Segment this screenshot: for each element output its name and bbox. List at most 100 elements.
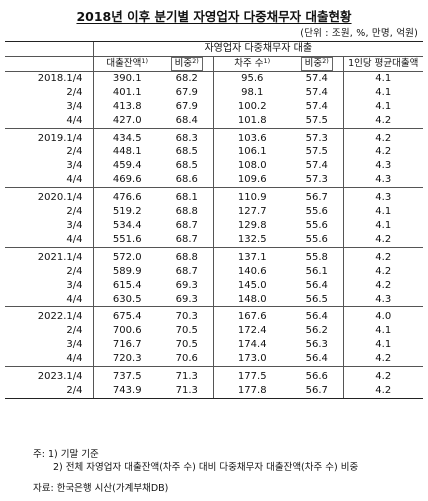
loan-share-cell: 67.9 — [175, 86, 198, 98]
quarter-cell: 2018.1/4 — [37, 72, 83, 84]
borrowers-share-cell: 57.4 — [305, 72, 328, 84]
borrowers-share-cell: 57.4 — [305, 160, 328, 172]
borrowers-cell: 137.1 — [212, 246, 291, 265]
table-row: 4/4 720.3 70.6 173.0 56.4 4.2 — [5, 352, 424, 367]
table-row: 3/4 615.4 69.3 145.0 56.4 4.2 — [5, 278, 424, 293]
loan-share-cell: 68.1 — [161, 187, 213, 206]
table-row: 2019.1/4 434.5 68.3 103.6 57.3 4.2 — [5, 127, 424, 146]
loan-balance-cell: 448.1 — [92, 145, 161, 160]
borrowers-share-cell: 55.6 — [305, 206, 328, 218]
borrowers-share-cell: 55.6 — [305, 219, 328, 231]
borrowers-cell: 100.2 — [212, 99, 291, 114]
borrowers-share-cell: 57.3 — [305, 174, 328, 186]
table-row: 3/4 459.4 68.5 108.0 57.4 4.3 — [5, 159, 424, 174]
borrowers-cell: 108.0 — [212, 159, 291, 174]
loan-balance-cell: 720.3 — [92, 352, 161, 367]
table-row: 4/4 630.5 69.3 148.0 56.5 4.3 — [5, 292, 424, 307]
loan-balance-cell: 434.5 — [92, 127, 161, 146]
loan-share-cell: 70.6 — [175, 353, 198, 365]
loan-share-cell: 68.8 — [161, 246, 213, 265]
loan-share-cell: 70.5 — [175, 325, 198, 337]
loan-share-cell: 70.3 — [161, 306, 213, 325]
borrowers-cell: 148.0 — [212, 292, 291, 307]
loan-share-cell: 68.5 — [175, 146, 198, 158]
header-borrowers: 차주 수1) — [212, 56, 291, 72]
loan-balance-cell: 427.0 — [92, 113, 161, 129]
table-row: 2/4 743.9 71.3 177.8 56.7 4.2 — [5, 383, 424, 399]
loan-balance-cell: 630.5 — [92, 292, 161, 307]
avg-loan-cell: 4.2 — [342, 278, 424, 293]
quarter-cell: 4/4 — [66, 174, 83, 186]
loan-share-cell: 70.5 — [175, 339, 198, 351]
borrowers-cell: 103.6 — [212, 127, 291, 146]
borrowers-share-cell: 55.8 — [291, 246, 343, 265]
loan-share-cell: 67.9 — [175, 100, 198, 112]
avg-loan-cell: 4.0 — [342, 306, 424, 325]
quarter-cell: 2/4 — [66, 146, 83, 158]
table-row: 2020.1/4 476.6 68.1 110.9 56.7 4.3 — [5, 187, 424, 206]
quarter-cell: 3/4 — [66, 219, 83, 231]
avg-loan-cell: 4.2 — [342, 145, 424, 160]
loan-balance-cell: 519.2 — [92, 205, 161, 219]
avg-loan-cell: 4.1 — [342, 85, 424, 100]
avg-loan-cell: 4.1 — [342, 324, 424, 339]
borrowers-cell: 174.4 — [212, 338, 291, 353]
loan-balance-cell: 413.8 — [92, 99, 161, 114]
borrowers-cell: 172.4 — [212, 324, 291, 339]
loan-balance-cell: 534.4 — [92, 218, 161, 233]
borrowers-share-cell: 57.5 — [305, 114, 328, 126]
loan-share-cell: 68.2 — [175, 72, 198, 84]
borrowers-share-cell: 56.2 — [305, 325, 328, 337]
quarter-cell: 2022.1/4 — [5, 306, 93, 325]
borrowers-share-cell: 57.5 — [305, 146, 328, 158]
borrowers-cell: 177.5 — [212, 366, 291, 384]
borrowers-cell: 127.7 — [212, 205, 291, 219]
table-header-row: 대출잔액1) 비중2) 차주 수1) 비중2) 1인당 평균대출액 — [5, 56, 424, 72]
avg-loan-cell: 4.2 — [342, 264, 424, 279]
borrowers-cell: 140.6 — [212, 264, 291, 279]
borrowers-share-cell: 56.4 — [305, 279, 328, 291]
avg-loan-cell: 4.2 — [342, 383, 424, 399]
table-row: 4/4 469.6 68.6 109.6 57.3 4.3 — [5, 173, 424, 188]
table-row: 2/4 401.1 67.9 98.1 57.4 4.1 — [5, 85, 424, 100]
quarter-cell: 2020.1/4 — [5, 187, 93, 206]
avg-loan-cell: 4.3 — [342, 173, 424, 188]
table-row: 2022.1/4 675.4 70.3 167.6 56.4 4.0 — [5, 306, 424, 325]
loan-balance-cell: 716.7 — [92, 338, 161, 353]
borrowers-share-cell: 56.7 — [291, 187, 343, 206]
borrowers-share-cell: 57.4 — [305, 100, 328, 112]
loan-share-cell: 69.3 — [175, 279, 198, 291]
avg-loan-cell: 4.2 — [342, 366, 424, 384]
header-loan-balance: 대출잔액1) — [92, 56, 161, 72]
loan-share-cell: 68.7 — [175, 219, 198, 231]
quarter-cell: 4/4 — [66, 114, 83, 126]
borrowers-share-cell: 56.4 — [305, 353, 328, 365]
table-header-group-row: 자영업자 다중채무자 대출 — [5, 41, 424, 57]
quarter-cell: 4/4 — [66, 293, 83, 305]
source-note: 자료: 한국은행 시산(가계부채DB) — [33, 483, 169, 494]
table-row: 2021.1/4 572.0 68.8 137.1 55.8 4.2 — [5, 246, 424, 265]
quarter-cell: 2/4 — [5, 383, 93, 399]
table-title: 2018년 이후 분기별 자영업자 다중채무자 대출현황 — [76, 9, 352, 24]
loan-share-cell: 68.7 — [175, 233, 198, 245]
loan-table: 자영업자 다중채무자 대출 대출잔액1) 비중2) 차주 수1) 비중2) 1인… — [5, 41, 424, 399]
borrowers-cell: 95.6 — [212, 71, 291, 86]
borrowers-cell: 98.1 — [212, 85, 291, 100]
loan-balance-cell: 469.6 — [92, 173, 161, 188]
quarter-cell: 4/4 — [66, 353, 83, 365]
loan-share-cell: 68.5 — [175, 160, 198, 172]
borrowers-share-cell: 56.5 — [305, 293, 328, 305]
loan-share-cell: 68.8 — [175, 206, 198, 218]
borrowers-cell: 173.0 — [212, 352, 291, 367]
loan-share-cell: 71.3 — [161, 383, 213, 399]
table-row: 3/4 534.4 68.7 129.8 55.6 4.1 — [5, 218, 424, 233]
header-empty-cell — [5, 41, 93, 57]
loan-balance-cell: 390.1 — [92, 71, 161, 86]
loan-share-cell: 68.3 — [161, 127, 213, 146]
avg-loan-cell: 4.2 — [342, 113, 424, 129]
borrowers-share-cell: 57.3 — [291, 127, 343, 146]
loan-share-cell: 68.6 — [175, 174, 198, 186]
borrowers-cell: 106.1 — [212, 145, 291, 160]
avg-loan-cell: 4.3 — [342, 292, 424, 307]
quarter-cell: 2023.1/4 — [5, 366, 93, 384]
